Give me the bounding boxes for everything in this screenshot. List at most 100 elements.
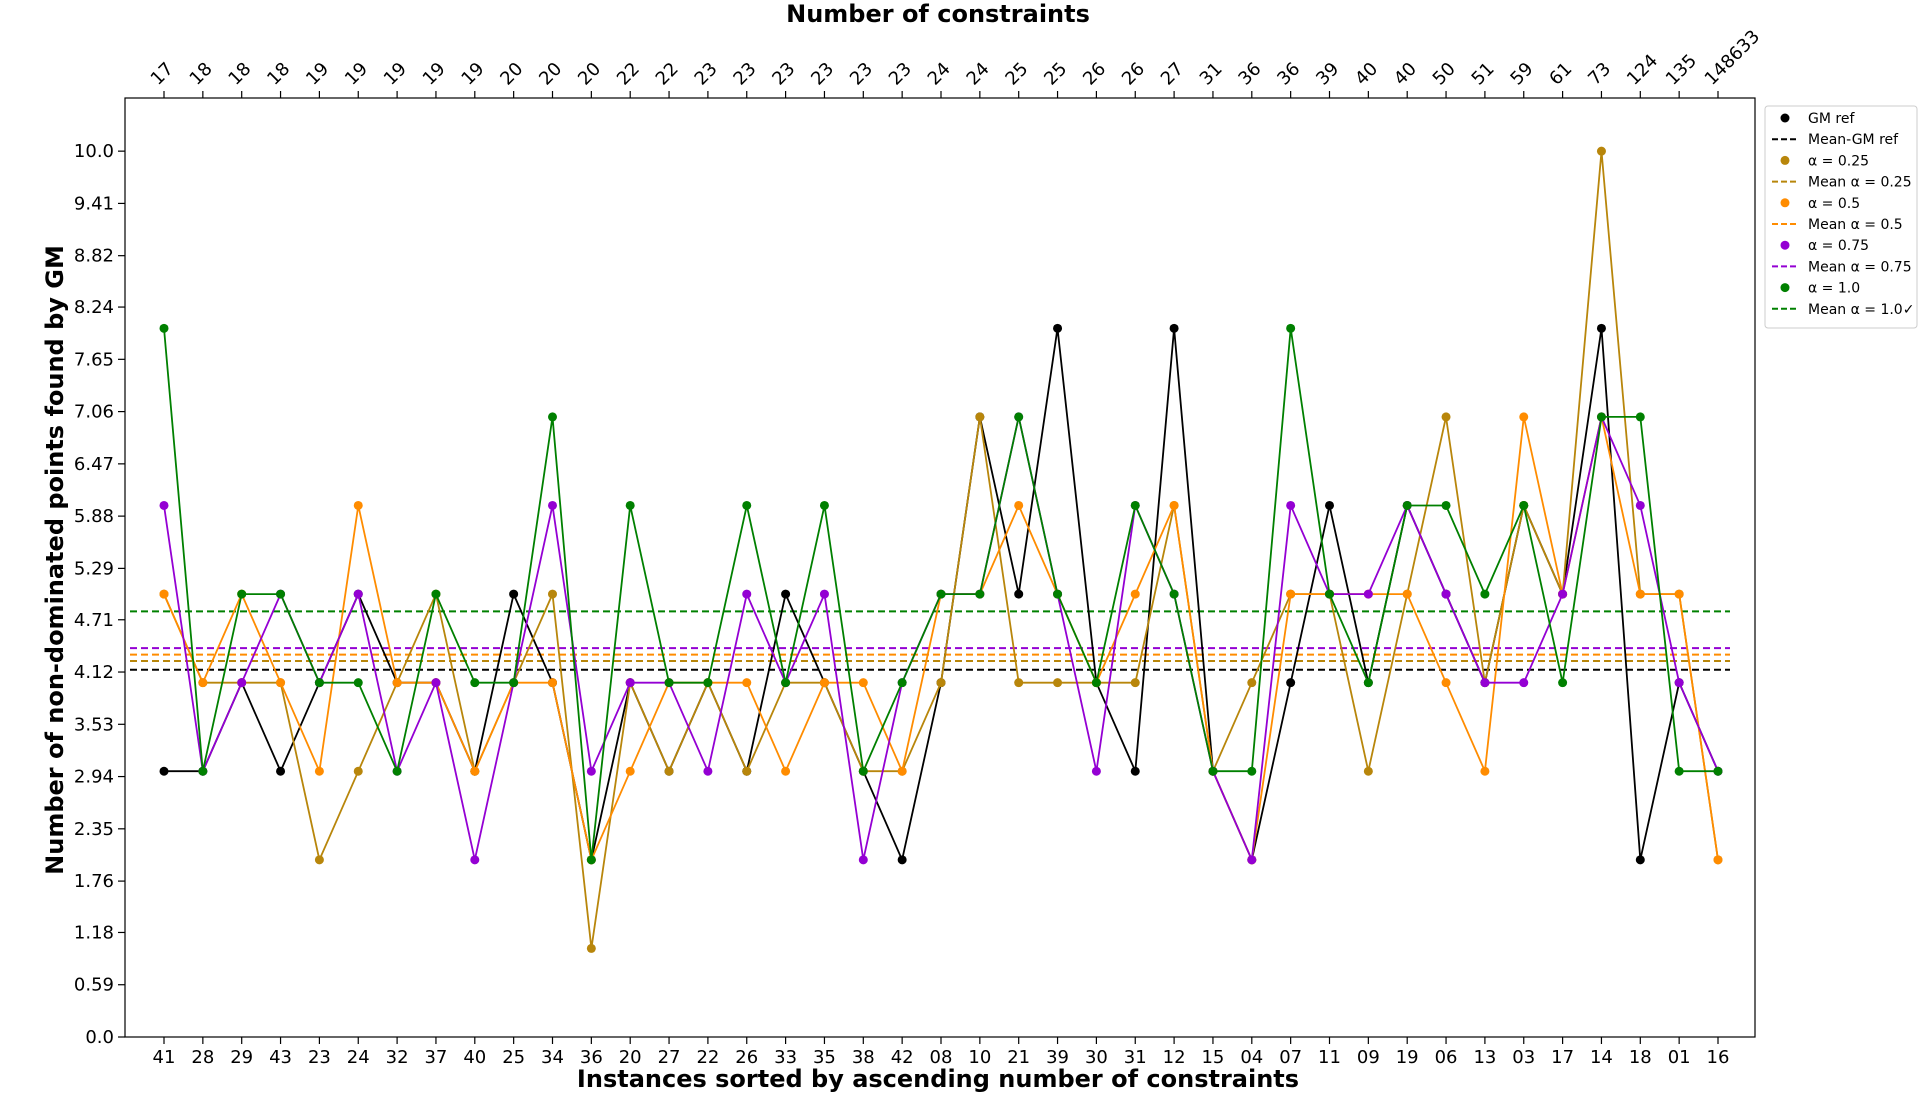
x-tick-label: 24	[347, 1047, 370, 1068]
data-point	[625, 766, 635, 776]
data-point	[975, 412, 985, 422]
data-point	[1674, 678, 1684, 688]
y-tick-label: 3.53	[74, 714, 114, 735]
y-tick-label: 5.88	[74, 506, 114, 527]
x-tick-label: 09	[1357, 1047, 1380, 1068]
data-point	[703, 678, 713, 688]
data-point	[1053, 323, 1063, 333]
data-point	[1286, 500, 1296, 510]
data-point	[314, 678, 324, 688]
data-point	[664, 766, 674, 776]
data-point	[1674, 589, 1684, 599]
top-tick-label: 23	[807, 58, 838, 89]
x-tick-label: 13	[1473, 1047, 1496, 1068]
data-point	[548, 500, 557, 510]
y-tick-label: 1.18	[74, 922, 114, 943]
top-tick-label: 23	[691, 58, 722, 89]
data-point	[1596, 412, 1606, 422]
data-point	[1441, 412, 1451, 422]
legend-marker	[1780, 155, 1790, 165]
x-tick-label: 31	[1124, 1047, 1147, 1068]
data-point	[1169, 589, 1179, 599]
top-tick-label: 27	[1157, 58, 1188, 89]
x-tick-label: 10	[968, 1047, 991, 1068]
top-tick-label: 23	[768, 58, 799, 89]
x-tick-label: 37	[424, 1047, 447, 1068]
series-line	[163, 416, 1719, 864]
data-point	[159, 589, 169, 599]
data-point	[1363, 766, 1373, 776]
x-tick-label: 19	[1396, 1047, 1419, 1068]
data-point	[936, 678, 946, 688]
data-point	[314, 855, 324, 865]
data-point	[703, 766, 713, 776]
top-tick-label: 26	[1079, 58, 1110, 89]
y-tick-label: 10.0	[74, 141, 114, 162]
top-tick-label: 31	[1196, 58, 1227, 89]
y-tick-label: 2.94	[74, 767, 114, 788]
data-point	[509, 589, 519, 599]
data-point	[897, 855, 907, 865]
data-point	[1247, 855, 1257, 865]
y-tick-label: 7.65	[74, 349, 114, 370]
data-point	[1596, 323, 1606, 333]
data-point	[1014, 412, 1024, 422]
series-line	[163, 414, 1719, 864]
top-tick-label: 51	[1468, 58, 1499, 89]
data-point	[742, 500, 752, 510]
x-tick-label: 28	[191, 1047, 214, 1068]
data-point	[1053, 678, 1063, 688]
legend-marker	[1780, 240, 1790, 250]
y-tick-label: 8.24	[74, 297, 114, 318]
data-point	[586, 766, 596, 776]
data-point	[1053, 589, 1063, 599]
data-point	[276, 766, 286, 776]
x-tick-label: 04	[1240, 1047, 1263, 1068]
x-tick-label: 42	[891, 1047, 914, 1068]
data-point	[1091, 766, 1101, 776]
data-point	[353, 766, 363, 776]
data-point	[1674, 766, 1684, 776]
data-point	[781, 589, 791, 599]
data-point	[548, 589, 557, 599]
data-point	[897, 766, 907, 776]
bottom-axis-title: Instances sorted by ascending number of …	[577, 1065, 1299, 1093]
y-tick-label: 5.29	[74, 558, 114, 579]
x-tick-label: 12	[1163, 1047, 1186, 1068]
data-point	[1014, 678, 1024, 688]
x-tick-label: 38	[852, 1047, 875, 1068]
legend-label: Mean α = 1.0✓	[1808, 302, 1914, 318]
top-tick-label: 18	[224, 58, 255, 89]
data-point	[1558, 678, 1568, 688]
data-point	[1247, 678, 1257, 688]
data-point	[897, 678, 907, 688]
data-point	[1519, 678, 1529, 688]
top-tick-label: 40	[1351, 58, 1382, 89]
x-tick-label: 26	[735, 1047, 758, 1068]
x-tick-label: 22	[696, 1047, 719, 1068]
series-line	[163, 151, 1719, 949]
data-point	[1480, 678, 1490, 688]
data-point	[858, 855, 868, 865]
y-axis-title: Number of non-dominated points found by …	[41, 245, 69, 875]
x-tick-label: 03	[1512, 1047, 1535, 1068]
data-point	[1363, 589, 1373, 599]
legend-label: Mean-GM ref	[1808, 132, 1899, 148]
data-point	[548, 412, 557, 422]
data-point	[819, 500, 829, 510]
legend-label: α = 0.5	[1808, 196, 1860, 212]
top-tick-label: 19	[419, 58, 450, 89]
legend-marker	[1780, 198, 1790, 208]
legend-marker	[1780, 283, 1790, 293]
data-point	[1441, 500, 1451, 510]
top-tick-label: 20	[574, 58, 605, 89]
top-tick-label: 24	[924, 58, 955, 89]
top-tick-label: 23	[729, 58, 760, 89]
top-tick-label: 18	[186, 58, 217, 89]
y-tick-label: 4.71	[74, 610, 114, 631]
top-axis-title: Number of constraints	[786, 0, 1090, 28]
x-tick-label: 06	[1435, 1047, 1458, 1068]
legend-label: α = 0.25	[1808, 153, 1869, 169]
data-point	[1325, 500, 1334, 510]
